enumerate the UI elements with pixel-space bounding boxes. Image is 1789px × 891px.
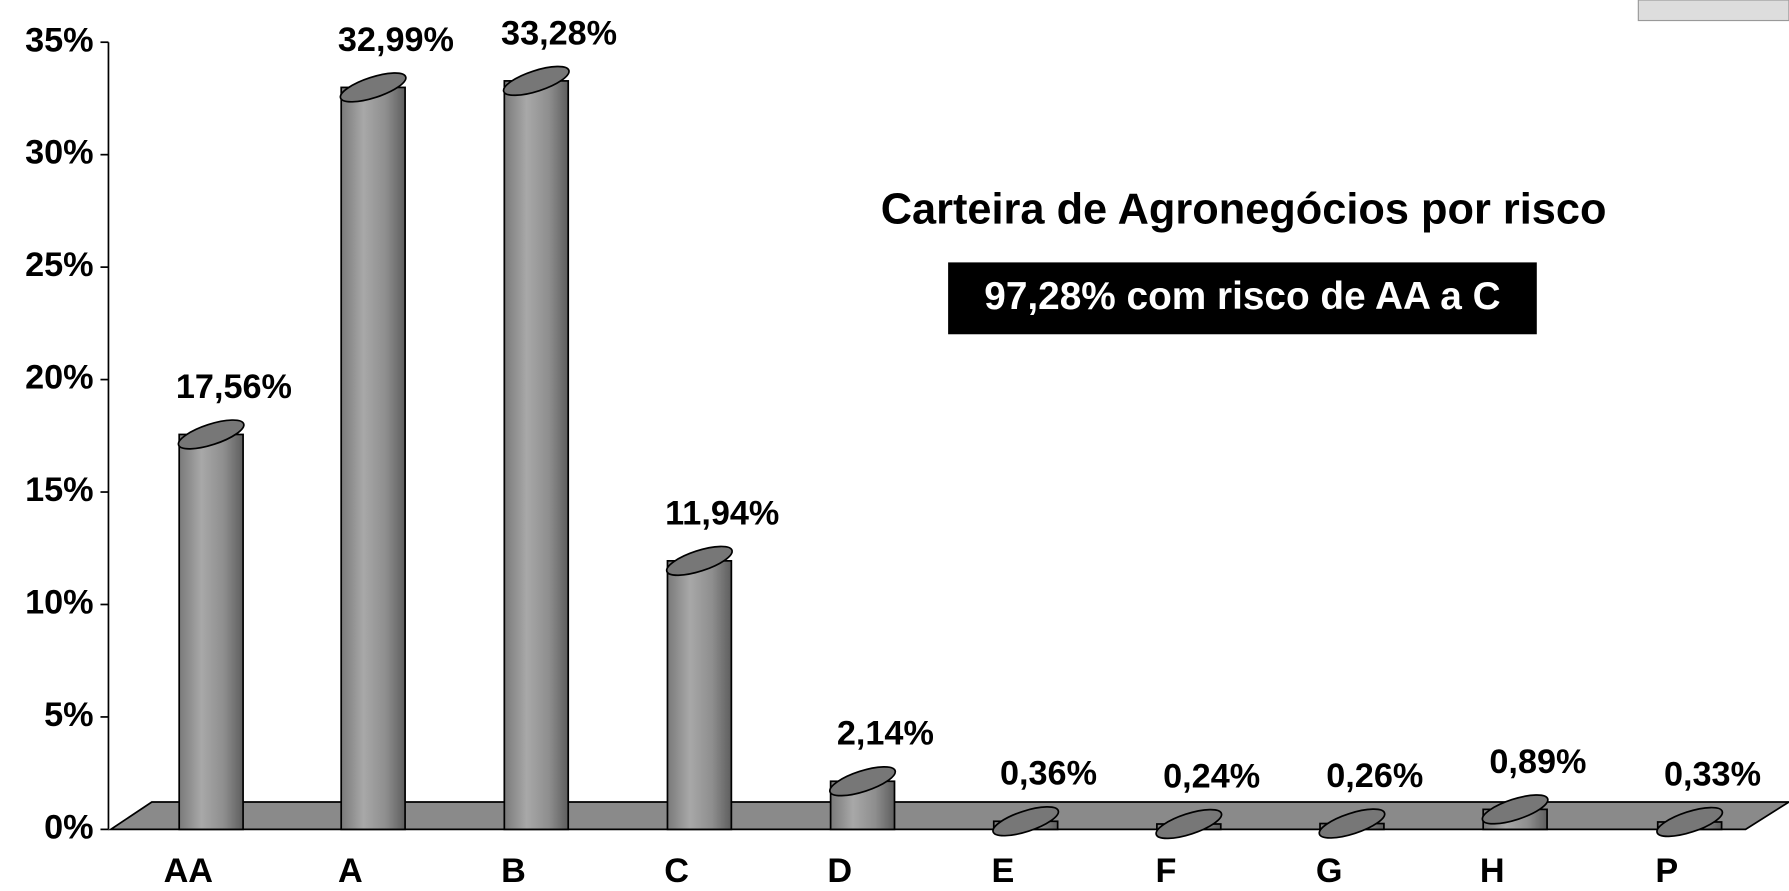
y-tick-label: 10% [25, 584, 94, 622]
value-label: 0,24% [1163, 757, 1260, 795]
bar [504, 81, 568, 829]
x-tick-label: D [827, 852, 852, 890]
chart-title: Carteira de Agronegócios por risco [881, 186, 1607, 234]
corner-widget [1638, 0, 1789, 21]
x-tick-label: E [991, 852, 1014, 890]
value-label: 0,26% [1326, 757, 1423, 795]
y-tick-label: 5% [44, 696, 93, 734]
x-tick-label: P [1655, 852, 1678, 890]
value-label: 0,89% [1489, 743, 1586, 781]
x-tick-label: B [501, 852, 526, 890]
value-label: 32,99% [338, 21, 454, 59]
plot: 0% 5% 10% 15% 20% 25% 30% 35% 17,56% AA 32,99% A 33,… [25, 14, 1761, 889]
value-label: 17,56% [176, 368, 292, 406]
y-tick-label: 35% [25, 21, 94, 59]
value-label: 11,94% [665, 494, 779, 532]
bar [179, 434, 243, 829]
x-tick-label: A [338, 852, 363, 890]
x-tick-label: C [664, 852, 689, 890]
x-tick-label: F [1156, 852, 1177, 890]
x-tick-label: H [1480, 852, 1505, 890]
x-tick-label: AA [164, 852, 213, 890]
value-label: 2,14% [837, 715, 934, 753]
x-tick-label: G [1316, 852, 1343, 890]
y-tick-label: 0% [44, 808, 93, 846]
y-tick-label: 25% [25, 246, 94, 284]
value-label: 33,28% [501, 14, 617, 52]
chart: Carteira de Agronegócios por risco 97,28… [0, 0, 1789, 891]
y-tick-label: 30% [25, 134, 94, 172]
chart-subtitle: 97,28% com risco de AA a C [984, 275, 1500, 318]
bar [667, 561, 731, 830]
bar [341, 87, 405, 829]
y-tick-label: 15% [25, 471, 94, 509]
value-label: 0,33% [1664, 755, 1761, 793]
value-label: 0,36% [1000, 755, 1097, 793]
y-tick-label: 20% [25, 359, 94, 397]
